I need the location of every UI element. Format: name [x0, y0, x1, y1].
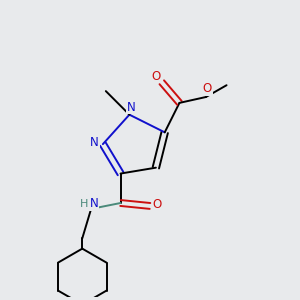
- Text: O: O: [153, 198, 162, 211]
- Text: H: H: [80, 199, 88, 208]
- Text: O: O: [203, 82, 212, 95]
- Text: N: N: [127, 101, 135, 114]
- Text: N: N: [90, 197, 98, 210]
- Text: N: N: [90, 136, 99, 149]
- Text: O: O: [151, 70, 160, 83]
